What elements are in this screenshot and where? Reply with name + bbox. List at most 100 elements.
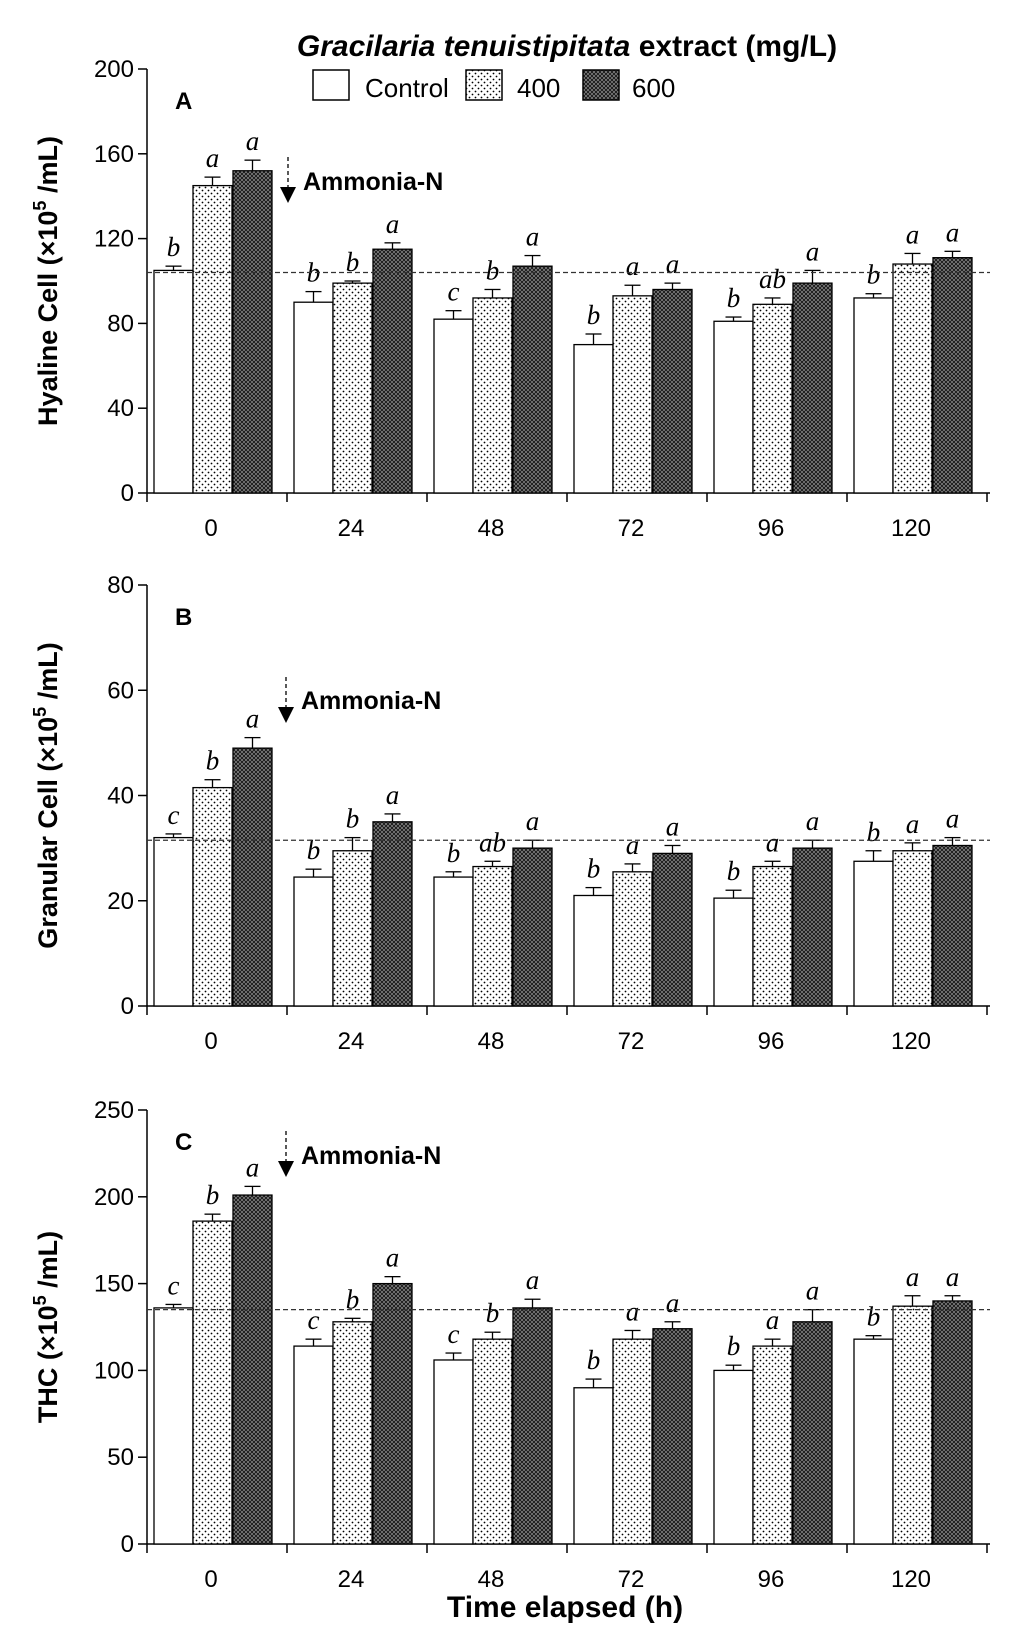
significance-letter: a bbox=[626, 251, 640, 281]
x-tick-label: 96 bbox=[758, 1566, 785, 1593]
significance-letter: a bbox=[246, 126, 260, 156]
bar-control bbox=[433, 1359, 474, 1545]
bar-control bbox=[573, 1387, 614, 1545]
significance-letter: b bbox=[867, 260, 881, 290]
bar-control bbox=[713, 320, 754, 494]
bar-600 bbox=[512, 265, 553, 494]
legend-swatch-control bbox=[312, 69, 350, 101]
significance-letter: a bbox=[666, 811, 680, 841]
significance-letter: b bbox=[486, 255, 500, 285]
panel-letter: B bbox=[175, 604, 192, 631]
bar-control bbox=[713, 897, 754, 1007]
significance-letter: b bbox=[206, 746, 220, 776]
significance-letter: b bbox=[727, 283, 741, 313]
bar-control bbox=[853, 1338, 894, 1545]
bar-400 bbox=[752, 1345, 793, 1545]
bar-control bbox=[293, 301, 334, 494]
bar-400 bbox=[472, 1338, 513, 1545]
y-tick-label: 20 bbox=[107, 888, 134, 915]
significance-letter: a bbox=[526, 222, 540, 252]
bar-600 bbox=[932, 257, 973, 494]
bar-600 bbox=[512, 847, 553, 1007]
significance-letter: a bbox=[626, 830, 640, 860]
panel-letter: A bbox=[175, 88, 192, 115]
bar-control bbox=[853, 860, 894, 1007]
bar-600 bbox=[232, 747, 273, 1007]
bar-600 bbox=[512, 1307, 553, 1545]
significance-letter: b bbox=[206, 1180, 220, 1210]
significance-letter: ab bbox=[479, 827, 506, 857]
significance-letter: b bbox=[307, 835, 321, 865]
y-tick-label: 0 bbox=[121, 480, 134, 507]
bar-control bbox=[573, 894, 614, 1007]
significance-letter: c bbox=[448, 277, 460, 307]
bar-400 bbox=[892, 850, 933, 1007]
significance-letter: a bbox=[626, 1296, 640, 1326]
y-tick-label: 50 bbox=[107, 1444, 134, 1471]
y-tick-label: 80 bbox=[107, 572, 134, 599]
significance-letter: b bbox=[727, 1331, 741, 1361]
significance-letter: a bbox=[526, 806, 540, 836]
x-tick-label: 72 bbox=[618, 515, 645, 542]
bar-control bbox=[433, 876, 474, 1007]
y-tick-label: 40 bbox=[107, 783, 134, 810]
significance-letter: a bbox=[806, 236, 820, 266]
x-tick-label: 24 bbox=[338, 1028, 365, 1055]
y-tick-label: 160 bbox=[94, 141, 134, 168]
y-tick-label: 200 bbox=[94, 56, 134, 83]
y-tick-label: 120 bbox=[94, 226, 134, 253]
bar-400 bbox=[892, 1305, 933, 1545]
y-axis-title: Granular Cell (×105 /mL) bbox=[30, 642, 63, 948]
y-tick-label: 80 bbox=[107, 310, 134, 337]
bar-600 bbox=[372, 1282, 413, 1545]
y-tick-label: 60 bbox=[107, 677, 134, 704]
significance-letter: b bbox=[346, 247, 360, 277]
x-tick-label: 48 bbox=[478, 1566, 505, 1593]
significance-letter: c bbox=[168, 1270, 180, 1300]
panel-c: 0 50 100 150 200 250 0 24 48 72 96 120 THC (×105 /mL… bbox=[30, 1097, 990, 1593]
significance-letter: b bbox=[307, 258, 321, 288]
significance-letter: b bbox=[346, 804, 360, 834]
bar-control bbox=[293, 1345, 334, 1545]
bar-600 bbox=[932, 844, 973, 1007]
significance-letter: a bbox=[946, 804, 960, 834]
significance-letter: b bbox=[346, 1284, 360, 1314]
bar-400 bbox=[192, 786, 233, 1007]
bar-400 bbox=[752, 865, 793, 1007]
x-tick-label: 72 bbox=[618, 1028, 645, 1055]
bar-control bbox=[433, 318, 474, 494]
significance-letter: a bbox=[666, 249, 680, 279]
bar-600 bbox=[652, 852, 693, 1007]
significance-letter: a bbox=[386, 209, 400, 239]
bar-600 bbox=[792, 1321, 833, 1545]
significance-letter: b bbox=[587, 300, 601, 330]
significance-letter: a bbox=[386, 780, 400, 810]
annotation-arrow-head bbox=[280, 187, 296, 203]
annotation-label: Ammonia-N bbox=[303, 168, 443, 196]
x-tick-label: 72 bbox=[618, 1566, 645, 1593]
significance-letter: a bbox=[386, 1243, 400, 1273]
bar-400 bbox=[612, 1338, 653, 1545]
bar-400 bbox=[892, 263, 933, 494]
significance-letter: b bbox=[867, 817, 881, 847]
significance-letter: a bbox=[526, 1265, 540, 1295]
x-tick-label: 120 bbox=[891, 1028, 931, 1055]
significance-letter: a bbox=[766, 827, 780, 857]
bar-400 bbox=[752, 303, 793, 494]
significance-letter: ab bbox=[759, 264, 786, 294]
bar-600 bbox=[932, 1300, 973, 1545]
x-tick-label: 120 bbox=[891, 1566, 931, 1593]
significance-letter: a bbox=[906, 219, 920, 249]
annotation-label: Ammonia-N bbox=[301, 1142, 441, 1170]
bar-400 bbox=[332, 282, 373, 494]
bar-600 bbox=[652, 288, 693, 494]
bar-600 bbox=[232, 170, 273, 494]
significance-letter: c bbox=[168, 800, 180, 830]
significance-letter: b bbox=[587, 1345, 601, 1375]
bar-control bbox=[853, 297, 894, 494]
x-tick-label: 48 bbox=[478, 515, 505, 542]
panel-letter: C bbox=[175, 1129, 192, 1156]
significance-letter: a bbox=[906, 809, 920, 839]
y-tick-label: 40 bbox=[107, 395, 134, 422]
